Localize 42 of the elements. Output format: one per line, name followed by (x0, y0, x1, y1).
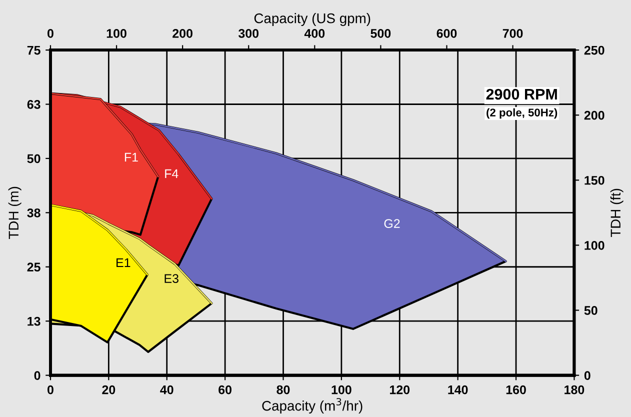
y-axis-title: TDH (m) (8, 186, 22, 239)
x2-tick-label: 200 (172, 28, 192, 38)
y2-tick-label: 100 (584, 240, 604, 250)
y-tick-label: 38 (27, 208, 40, 218)
x2-tick-label: 300 (238, 28, 259, 38)
x-tick-label: 0 (48, 385, 54, 394)
y-tick-label: 25 (27, 262, 40, 272)
y2-tick-label: 250 (584, 46, 604, 55)
x-tick-label: 180 (564, 385, 584, 394)
x2-axis-title: Capacity (US gpm) (254, 13, 370, 26)
y-tick-label: 75 (27, 46, 40, 55)
x2-tick-label: 500 (370, 28, 391, 38)
y-tick-label: 50 (27, 154, 40, 164)
x2-tick-label: 600 (436, 28, 457, 38)
x2-tick-label: 0 (48, 28, 54, 38)
y-tick-label: 63 (27, 100, 40, 109)
x-tick-label: 40 (160, 385, 174, 394)
x-tick-label: 120 (390, 385, 410, 394)
y2-tick-label: 50 (584, 306, 598, 315)
annotation: (2 pole, 50Hz) (486, 108, 558, 119)
x-axis-title: Capacity (m$^{3}$/hr) (262, 398, 362, 414)
x-tick-label: 160 (506, 385, 526, 394)
x2-tick-label: 400 (304, 28, 325, 38)
series-label: F4 (165, 169, 178, 178)
series-label: E3 (164, 274, 178, 283)
x-tick-label: 80 (276, 385, 290, 394)
x-tick-label: 20 (102, 385, 116, 394)
y-tick-label: 13 (28, 316, 40, 326)
x2-tick-label: 700 (502, 28, 523, 38)
x2-tick-label: 100 (106, 28, 126, 38)
series-label: F1 (124, 152, 138, 162)
y2-tick-label: 150 (584, 176, 604, 185)
x-tick-label: 100 (332, 385, 352, 394)
x-tick-label: 60 (218, 385, 232, 394)
y2-tick-label: 0 (584, 371, 590, 380)
annotation: 2900 RPM (486, 88, 557, 100)
y2-tick-label: 200 (584, 110, 604, 120)
y2-axis-title: TDH (ft) (610, 188, 624, 238)
y-tick-label: 0 (34, 371, 40, 380)
x-tick-label: 140 (448, 385, 468, 394)
series-label: G2 (384, 219, 400, 228)
series-label: E1 (116, 258, 130, 267)
